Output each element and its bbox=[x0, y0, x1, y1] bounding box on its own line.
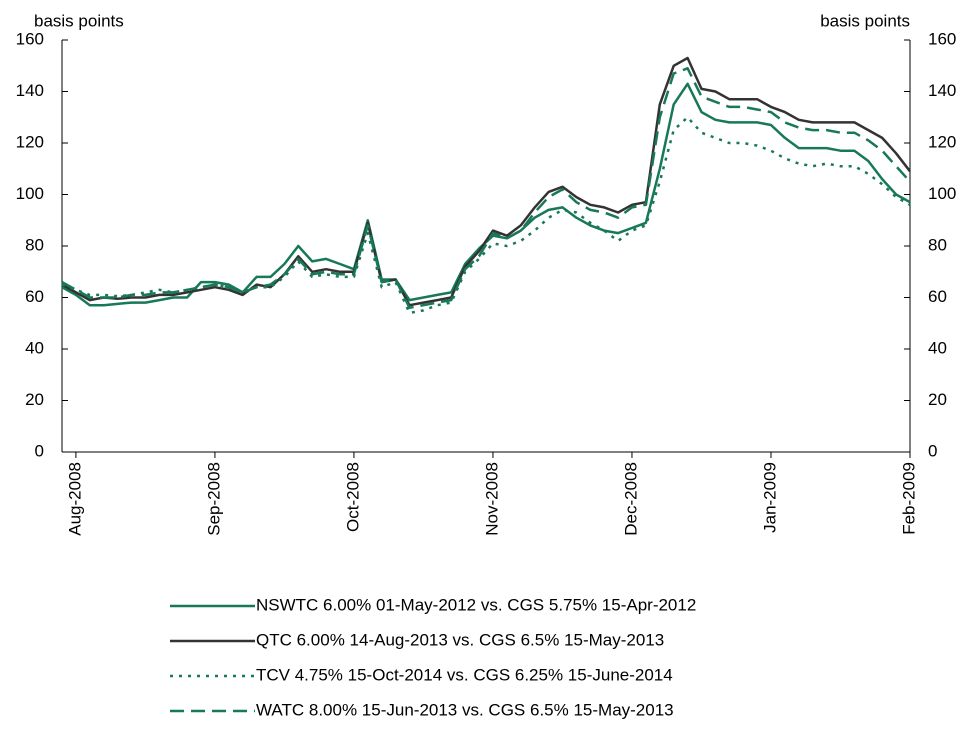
y2-tick-label: 160 bbox=[928, 29, 956, 48]
x-tick-label: Aug-2008 bbox=[65, 462, 84, 536]
x-tick-label: Oct-2008 bbox=[343, 462, 362, 532]
y-axis-label: basis points bbox=[34, 11, 124, 30]
x-tick-label: Jan-2009 bbox=[760, 462, 779, 533]
x-tick-label: Nov-2008 bbox=[482, 462, 501, 536]
legend-label: WATC 8.00% 15-Jun-2013 vs. CGS 6.5% 15-M… bbox=[256, 700, 674, 719]
legend-label: NSWTC 6.00% 01-May-2012 vs. CGS 5.75% 15… bbox=[256, 595, 696, 614]
y-tick-label: 0 bbox=[35, 441, 44, 460]
y-tick-label: 140 bbox=[16, 81, 44, 100]
y-tick-label: 40 bbox=[25, 338, 44, 357]
legend-label: TCV 4.75% 15-Oct-2014 vs. CGS 6.25% 15-J… bbox=[256, 665, 673, 684]
x-tick-label: Dec-2008 bbox=[621, 462, 640, 536]
y2-axis-label: basis points bbox=[820, 11, 910, 30]
x-tick-label: Feb-2009 bbox=[899, 462, 918, 535]
y-tick-label: 120 bbox=[16, 132, 44, 151]
y2-tick-label: 20 bbox=[928, 390, 947, 409]
y2-tick-label: 60 bbox=[928, 287, 947, 306]
line-series bbox=[61, 82, 911, 307]
y2-tick-label: 120 bbox=[928, 132, 956, 151]
y-tick-label: 60 bbox=[25, 287, 44, 306]
y2-tick-label: 140 bbox=[928, 81, 956, 100]
line-series bbox=[61, 116, 911, 315]
y-tick-label: 100 bbox=[16, 184, 44, 203]
y2-tick-label: 80 bbox=[928, 235, 947, 254]
y2-tick-label: 0 bbox=[928, 441, 937, 460]
y2-tick-label: 100 bbox=[928, 184, 956, 203]
line-series bbox=[61, 56, 911, 307]
x-tick-label: Sep-2008 bbox=[204, 462, 223, 536]
line-series bbox=[61, 67, 911, 310]
legend-label: QTC 6.00% 14-Aug-2013 vs. CGS 6.5% 15-Ma… bbox=[256, 630, 664, 649]
y-tick-label: 160 bbox=[16, 29, 44, 48]
y2-tick-label: 40 bbox=[928, 338, 947, 357]
y-tick-label: 20 bbox=[25, 390, 44, 409]
y-tick-label: 80 bbox=[25, 235, 44, 254]
